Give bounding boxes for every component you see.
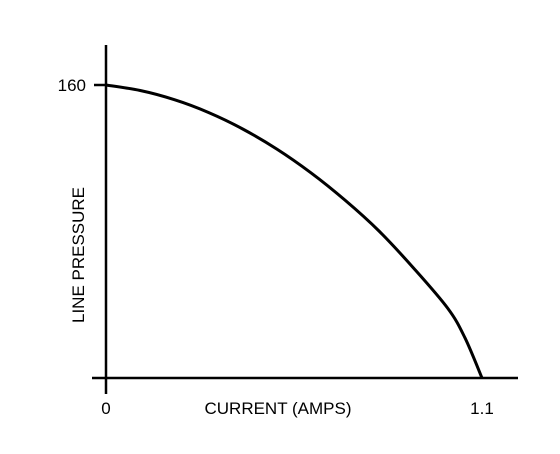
series-line — [105, 83, 484, 379]
y-tick-label-160: 160 — [58, 76, 86, 95]
x-tick-label-0: 0 — [101, 399, 110, 418]
x-tick-label-1-1: 1.1 — [470, 399, 494, 418]
y-axis-label: LINE PRESSURE — [69, 187, 88, 323]
x-axis-label: CURRENT (AMPS) — [204, 399, 351, 418]
